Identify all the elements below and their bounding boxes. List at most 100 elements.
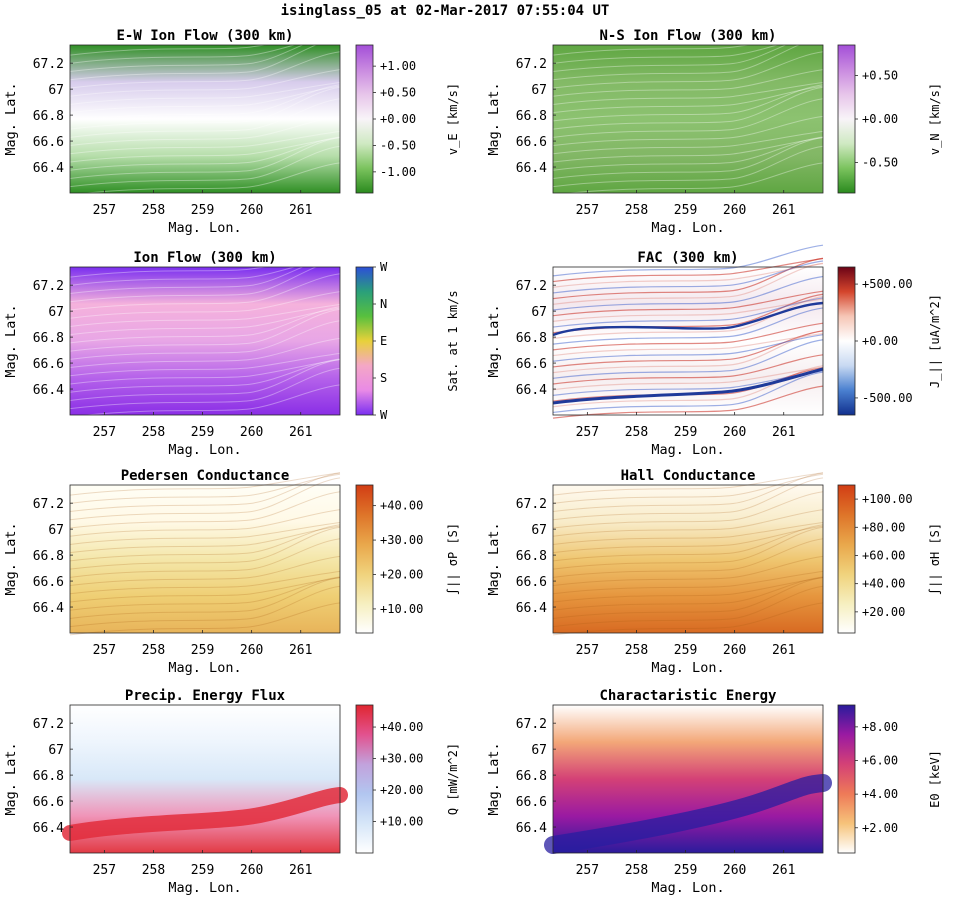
colorbar-tick-label: +80.00 bbox=[862, 520, 905, 534]
flow-band bbox=[69, 307, 341, 336]
x-tick-label: 259 bbox=[191, 203, 214, 218]
flow-band bbox=[69, 577, 341, 603]
flow-band bbox=[69, 602, 341, 636]
flow-band bbox=[69, 84, 341, 122]
x-tick-label: 258 bbox=[625, 863, 648, 878]
y-tick-label: 66.4 bbox=[516, 601, 547, 616]
x-tick-label: 258 bbox=[142, 863, 165, 878]
y-tick-label: 66.6 bbox=[516, 135, 547, 150]
x-tick-label: 260 bbox=[240, 203, 263, 218]
x-axis-label: Mag. Lon. bbox=[168, 660, 241, 676]
y-tick-label: 66.6 bbox=[33, 575, 64, 590]
x-tick-label: 260 bbox=[723, 425, 746, 440]
colorbar-tick-label: S bbox=[380, 371, 387, 385]
panel-title: Pedersen Conductance bbox=[121, 468, 290, 484]
x-tick-label: 257 bbox=[576, 643, 599, 658]
x-axis-label: Mag. Lon. bbox=[168, 220, 241, 236]
x-tick-label: 259 bbox=[191, 425, 214, 440]
flow-band bbox=[552, 32, 824, 73]
flow-band bbox=[552, 472, 824, 496]
y-tick-label: 66.8 bbox=[516, 549, 547, 564]
colorbar-tick-label: -1.00 bbox=[380, 165, 416, 179]
y-tick-label: 67.2 bbox=[33, 717, 64, 732]
heatmap-image bbox=[70, 485, 340, 633]
flow-band bbox=[69, 367, 341, 410]
flow-band bbox=[69, 291, 341, 319]
x-tick-label: 258 bbox=[625, 203, 648, 218]
flow-band bbox=[552, 585, 824, 628]
flow-band bbox=[552, 290, 824, 317]
colorbar-tick-label: +30.00 bbox=[380, 752, 423, 766]
y-tick-label: 66.4 bbox=[516, 821, 547, 836]
flow-band bbox=[552, 98, 824, 138]
flow-band bbox=[69, 136, 341, 179]
flow-band bbox=[69, 303, 341, 327]
flow-band bbox=[552, 472, 824, 513]
x-tick-label: 259 bbox=[674, 863, 697, 878]
colorbar-tick-label: +8.00 bbox=[862, 720, 898, 734]
x-tick-label: 261 bbox=[772, 863, 795, 878]
flow-band bbox=[552, 130, 824, 155]
colorbar bbox=[837, 704, 856, 854]
flow-band bbox=[69, 521, 341, 545]
y-tick-label: 66.6 bbox=[33, 795, 64, 810]
colorbar-tick-label: +10.00 bbox=[380, 602, 423, 616]
x-tick-label: 261 bbox=[289, 425, 312, 440]
y-tick-label: 67 bbox=[531, 743, 547, 758]
y-tick-label: 67.2 bbox=[33, 279, 64, 294]
x-tick-label: 258 bbox=[142, 643, 165, 658]
y-tick-label: 66.4 bbox=[33, 821, 64, 836]
flow-band bbox=[552, 367, 824, 402]
panel-6: Precip. Energy Flux 257 258 259 260 261 66.4 66… bbox=[3, 688, 460, 896]
colorbar-label: Sat. at 1 km/s bbox=[446, 290, 460, 391]
y-tick-label: 67 bbox=[531, 83, 547, 98]
flow-band bbox=[552, 137, 824, 163]
flow-band bbox=[69, 33, 341, 64]
colorbar-tick-label: +40.00 bbox=[380, 499, 423, 513]
flow-band bbox=[552, 491, 824, 529]
flow-band bbox=[552, 260, 824, 294]
y-tick-label: 67 bbox=[531, 523, 547, 538]
precip-arc bbox=[62, 787, 348, 841]
flow-band bbox=[552, 244, 824, 277]
y-tick-label: 66.4 bbox=[516, 383, 547, 398]
flow-band bbox=[552, 576, 824, 619]
flow-band bbox=[69, 473, 341, 504]
flow-band bbox=[552, 69, 824, 97]
flow-band bbox=[552, 85, 824, 114]
y-axis-label: Mag. Lat. bbox=[486, 742, 502, 815]
flow-band bbox=[552, 297, 824, 328]
flow-band bbox=[69, 136, 341, 171]
y-axis-label: Mag. Lat. bbox=[486, 522, 502, 595]
x-tick-label: 260 bbox=[240, 425, 263, 440]
flow-band bbox=[69, 130, 341, 155]
axes-frame bbox=[552, 266, 824, 416]
panel-3: FAC (300 km) 257 258 259 260 261 66.4 66.6 66.8 6… bbox=[486, 244, 942, 458]
x-tick-label: 257 bbox=[576, 425, 599, 440]
flow-band bbox=[552, 257, 824, 300]
y-tick-label: 66.4 bbox=[33, 161, 64, 176]
flow-band bbox=[69, 115, 341, 147]
colorbar-tick-label: -0.50 bbox=[862, 156, 898, 170]
y-tick-label: 66.8 bbox=[33, 769, 64, 784]
colorbar bbox=[837, 266, 856, 416]
flow-band bbox=[69, 358, 341, 393]
flow-band bbox=[69, 337, 341, 369]
panel-7: Charactaristic Energy 257 258 259 260 261 66.4… bbox=[486, 688, 942, 896]
colorbar-label: ∫|| σH [S] bbox=[928, 523, 942, 595]
flow-band bbox=[552, 263, 824, 288]
x-tick-label: 258 bbox=[142, 203, 165, 218]
flow-band bbox=[552, 524, 824, 562]
y-tick-label: 67 bbox=[48, 523, 64, 538]
y-tick-label: 66.8 bbox=[516, 331, 547, 346]
flow-band bbox=[69, 85, 341, 114]
x-tick-label: 257 bbox=[93, 863, 116, 878]
x-axis-label: Mag. Lon. bbox=[168, 880, 241, 896]
flow-band bbox=[552, 275, 824, 311]
colorbar-label: Q [mW/m^2] bbox=[446, 743, 460, 815]
flow-band bbox=[552, 366, 824, 391]
heatmap-image bbox=[553, 45, 823, 193]
flow-band bbox=[69, 259, 341, 303]
flow-band bbox=[552, 32, 824, 56]
panel-title: Hall Conductance bbox=[621, 468, 756, 484]
